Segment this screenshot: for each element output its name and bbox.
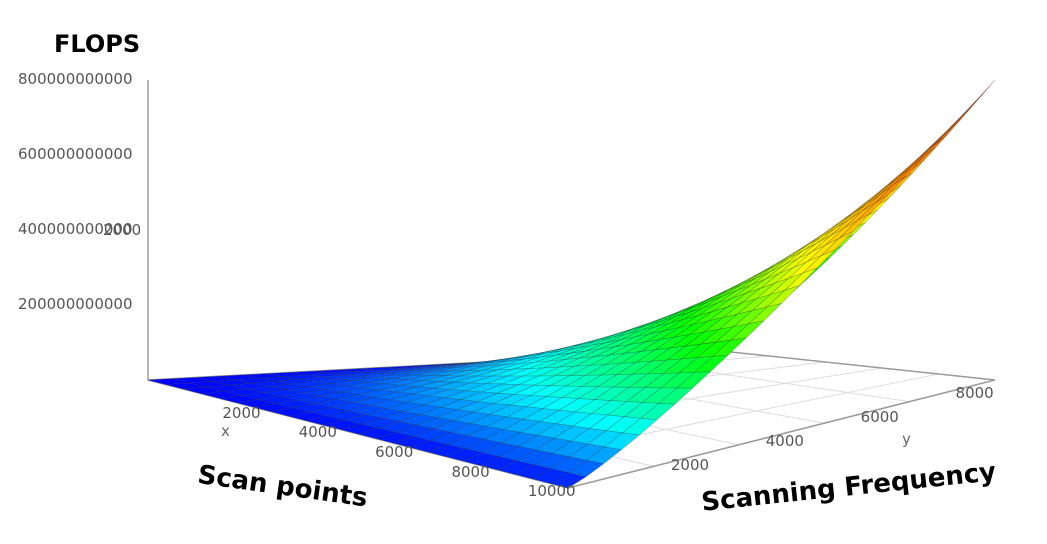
x-tick-label: 4000 — [298, 423, 337, 442]
y-tick-label: 6000 — [860, 408, 899, 426]
surface-cell — [820, 231, 853, 257]
y-tick-label: 4000 — [765, 432, 804, 450]
surface-cell — [802, 249, 836, 274]
overlap-tick-label: 2000 — [103, 221, 142, 239]
x-axis-letter: x — [221, 422, 230, 440]
surface-cell — [892, 156, 925, 186]
surface-cell — [657, 387, 694, 405]
surface-mesh — [147, 79, 996, 489]
surface-cell — [946, 99, 978, 131]
x-tick-label: 10000 — [527, 482, 576, 501]
surface-cell — [603, 432, 640, 451]
surface-cell — [928, 118, 960, 150]
z-tick-label: 600000000000 — [18, 145, 133, 163]
x-tick-label: 6000 — [375, 442, 414, 461]
z-tick-label: 400000000000 — [18, 220, 133, 238]
z-tick-label: 200000000000 — [18, 295, 133, 313]
chart-title: FLOPS — [54, 30, 141, 58]
surface-cell — [910, 137, 942, 168]
y-axis-letter: y — [902, 430, 911, 448]
floor-edge — [711, 349, 996, 381]
y-tick-label: 8000 — [955, 384, 994, 402]
surface-cell — [549, 472, 587, 489]
x-tick-label: 2000 — [222, 403, 261, 422]
z-tick-label: 800000000000 — [18, 70, 133, 88]
floor-edge — [567, 379, 996, 489]
surface-cell — [693, 354, 729, 373]
surface-cell — [874, 175, 907, 204]
y-tick-label: 2000 — [670, 456, 710, 474]
surface-cell — [964, 79, 996, 113]
x-tick-label: 8000 — [451, 462, 490, 481]
